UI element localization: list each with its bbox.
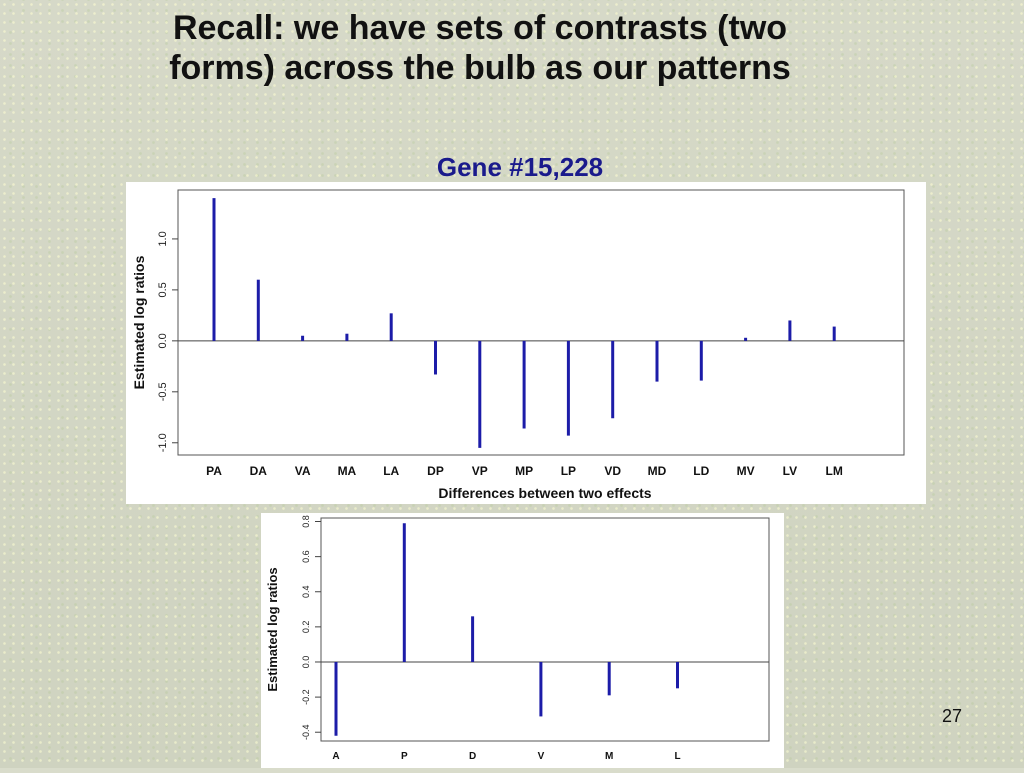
y-tick-label: -1.0 (157, 433, 169, 452)
x-tick-label-vd: VD (604, 464, 621, 478)
slide-title-line-2: forms) across the bulb as our patterns (169, 49, 791, 87)
y-tick-label: 0.4 (301, 585, 311, 598)
slide-title: Recall: we have sets of contrasts (two f… (60, 8, 900, 88)
x-tick-label-m: M (605, 751, 613, 762)
x-tick-label-vp: VP (472, 464, 488, 478)
x-tick-label-md: MD (648, 464, 667, 478)
x-tick-label-ma: MA (338, 464, 357, 478)
plot-frame (177, 189, 905, 456)
x-tick-label-l: L (674, 751, 680, 762)
x-tick-label-lp: LP (561, 464, 576, 478)
y-tick-label: 0.0 (301, 656, 311, 669)
y-tick-label: 0.8 (301, 515, 311, 528)
single-effect-chart-panel: -0.4 -0.2 0.0 0.2 0.4 0.6 0.8 Estimated log rat… (261, 513, 784, 768)
x-tick-label-p: P (401, 751, 408, 762)
y-axis-label: Estimated log ratios (265, 567, 280, 691)
pairwise-contrast-chart: -1.0 -0.5 0.0 0.5 1.0 Estimated log ratios PA D… (131, 189, 905, 501)
y-tick-label: -0.5 (157, 382, 169, 401)
gene-label: Gene #15,228 (436, 152, 604, 182)
plot-frame (320, 517, 770, 742)
y-tick-label: 0.2 (301, 621, 311, 634)
y-tick-label: 0.0 (157, 333, 169, 348)
contrast-chart-panel: -1.0 -0.5 0.0 0.5 1.0 Estimated log ratios PA D… (126, 182, 926, 504)
single-effect-chart: -0.4 -0.2 0.0 0.2 0.4 0.6 0.8 Estimated log rat… (265, 515, 770, 762)
x-tick-label-v: V (538, 751, 545, 762)
y-tick-label: 0.6 (301, 550, 311, 563)
y-tick-label: 1.0 (157, 231, 169, 246)
x-tick-label-la: LA (383, 464, 399, 478)
x-tick-label-mv: MV (737, 464, 755, 478)
y-tick-label: -0.2 (301, 689, 311, 705)
slide-number: 27 (941, 706, 962, 726)
x-tick-label-dp: DP (427, 464, 444, 478)
y-tick-label: 0.5 (157, 282, 169, 297)
x-tick-label-va: VA (295, 464, 311, 478)
x-tick-label-ld: LD (693, 464, 709, 478)
x-tick-label-mp: MP (515, 464, 533, 478)
x-tick-label-a: A (332, 751, 339, 762)
x-tick-label-lm: LM (826, 464, 843, 478)
slide-title-line-1: Recall: we have sets of contrasts (two (172, 9, 788, 47)
x-axis-label: Differences between two effects (438, 485, 651, 501)
x-tick-label-da: DA (250, 464, 268, 478)
x-tick-label-d: D (469, 751, 476, 762)
x-tick-label-lv: LV (783, 464, 797, 478)
x-tick-label-pa: PA (206, 464, 222, 478)
y-tick-label: -0.4 (301, 724, 311, 740)
y-axis-label: Estimated log ratios (131, 255, 147, 389)
